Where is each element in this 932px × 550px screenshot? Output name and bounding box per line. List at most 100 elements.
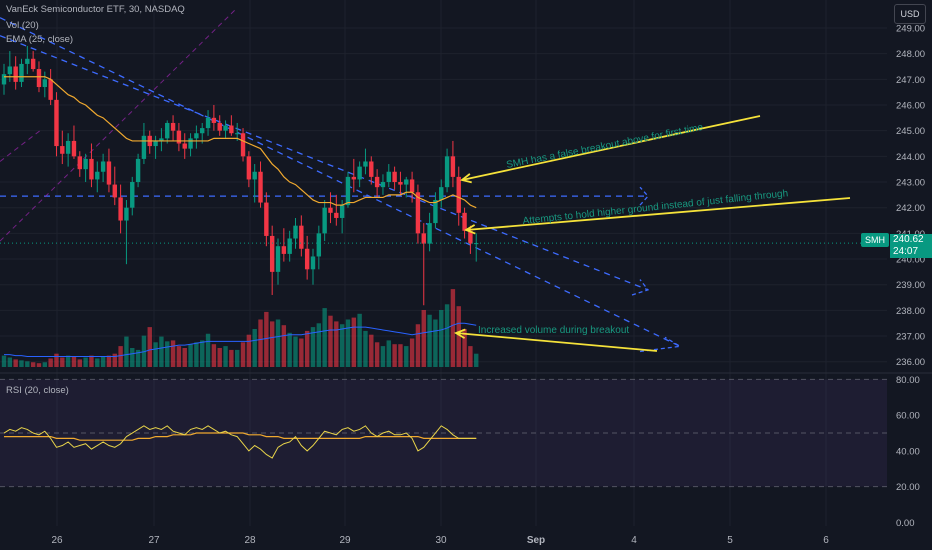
volume-bar <box>42 362 48 367</box>
volume-bar <box>7 357 13 367</box>
volume-bar <box>398 344 403 367</box>
candle-body <box>13 66 18 82</box>
candle-body <box>444 156 450 188</box>
trend-arrow-head <box>639 336 682 353</box>
volume-bar <box>240 342 246 367</box>
candle-body <box>182 143 187 149</box>
trend-lines <box>0 9 682 353</box>
annotation-text: Increased volume during breakout <box>478 325 629 336</box>
volume-bar <box>328 315 333 367</box>
volume-bar <box>135 349 141 367</box>
volume-bar <box>1 355 7 367</box>
ema-legend[interactable]: EMA (25, close) <box>6 34 74 45</box>
candle-body <box>433 199 438 224</box>
candle-body <box>42 79 48 88</box>
volume-bar <box>65 355 71 367</box>
candle-body <box>124 207 129 221</box>
candle-body <box>299 225 304 249</box>
candle-body <box>188 138 193 149</box>
volume-bar <box>409 338 415 367</box>
candle-body <box>71 140 77 157</box>
price-axis-label: 238.00 <box>896 306 925 317</box>
candle-body <box>304 248 310 270</box>
candle-body <box>456 176 461 213</box>
candle-body <box>351 176 356 180</box>
chart-title: VanEck Semiconductor ETF, 30, NASDAQ <box>6 4 185 15</box>
candle-body <box>240 133 246 157</box>
candle-body <box>345 176 351 206</box>
channel-line <box>0 9 236 242</box>
candle-body <box>100 161 106 172</box>
candle-body <box>468 230 473 244</box>
candle-body <box>165 122 170 139</box>
candle-body <box>19 63 24 82</box>
volume-bar <box>118 346 123 367</box>
volume-bar <box>182 348 187 367</box>
volume-bar <box>269 321 275 367</box>
rsi-legend[interactable]: RSI (20, close) <box>6 385 69 396</box>
volume-bar <box>205 333 211 367</box>
rsi-pane <box>0 378 887 488</box>
volume-bar <box>54 353 59 367</box>
price-axis-label: 246.00 <box>896 100 925 111</box>
candle-body <box>130 182 135 208</box>
volume-bar <box>235 349 240 367</box>
candle-body <box>200 128 205 134</box>
currency-button[interactable]: USD <box>894 4 926 24</box>
candle-body <box>106 161 112 185</box>
time-axis-label: 5 <box>727 535 733 546</box>
candle-body <box>194 133 199 139</box>
price-axis-label: 249.00 <box>896 23 925 34</box>
candle-body <box>176 130 182 144</box>
volume-bar <box>200 340 205 367</box>
candle-body <box>339 205 345 218</box>
price-axis-label: 245.00 <box>896 126 925 137</box>
volume-bar <box>153 342 158 367</box>
countdown-tag: 24:07 <box>890 246 932 258</box>
volume-bar <box>304 330 310 367</box>
price-axis-label: 242.00 <box>896 203 925 214</box>
volume-bar <box>246 334 252 367</box>
volume-bar <box>229 349 234 367</box>
candle-body <box>83 158 88 170</box>
candle-body <box>65 140 71 154</box>
price-axis-label: 243.00 <box>896 178 925 189</box>
candle-body <box>89 158 94 180</box>
volume-bar <box>25 361 30 367</box>
candle-body <box>246 156 252 180</box>
volume-bar <box>223 346 228 367</box>
volume-bar <box>322 308 327 367</box>
last-price-tag: 240.62 <box>890 234 932 246</box>
volume-bar <box>351 317 356 367</box>
volume-legend[interactable]: Vol (20) <box>6 20 39 31</box>
volume-bar <box>404 346 409 367</box>
candle-body <box>60 146 65 154</box>
candle-body <box>30 58 36 70</box>
volume-bar <box>310 327 316 367</box>
volume-bar <box>124 336 129 367</box>
annotation-arrow <box>455 332 658 352</box>
candle-body <box>235 133 240 135</box>
volume-bar <box>60 357 65 367</box>
volume-bar <box>176 346 182 367</box>
volume-bar <box>386 340 391 367</box>
candle-body <box>159 138 164 141</box>
candle-body <box>439 187 444 200</box>
volume-bar <box>299 338 304 367</box>
volume-bar <box>83 357 88 367</box>
candle-body <box>316 233 322 257</box>
candle-body <box>427 223 432 244</box>
candle-body <box>380 182 386 188</box>
candle-body <box>25 58 30 64</box>
volume-bar <box>264 311 269 367</box>
candle-body <box>54 99 59 147</box>
annotation-arrow-head <box>463 224 476 235</box>
price-axis-label: 239.00 <box>896 280 925 291</box>
grid-lines <box>0 0 932 526</box>
volume-bar <box>77 359 82 367</box>
volume-bar <box>462 329 467 367</box>
volume-bar <box>468 346 473 367</box>
candle-body <box>1 74 7 85</box>
rsi-line <box>3 425 477 459</box>
